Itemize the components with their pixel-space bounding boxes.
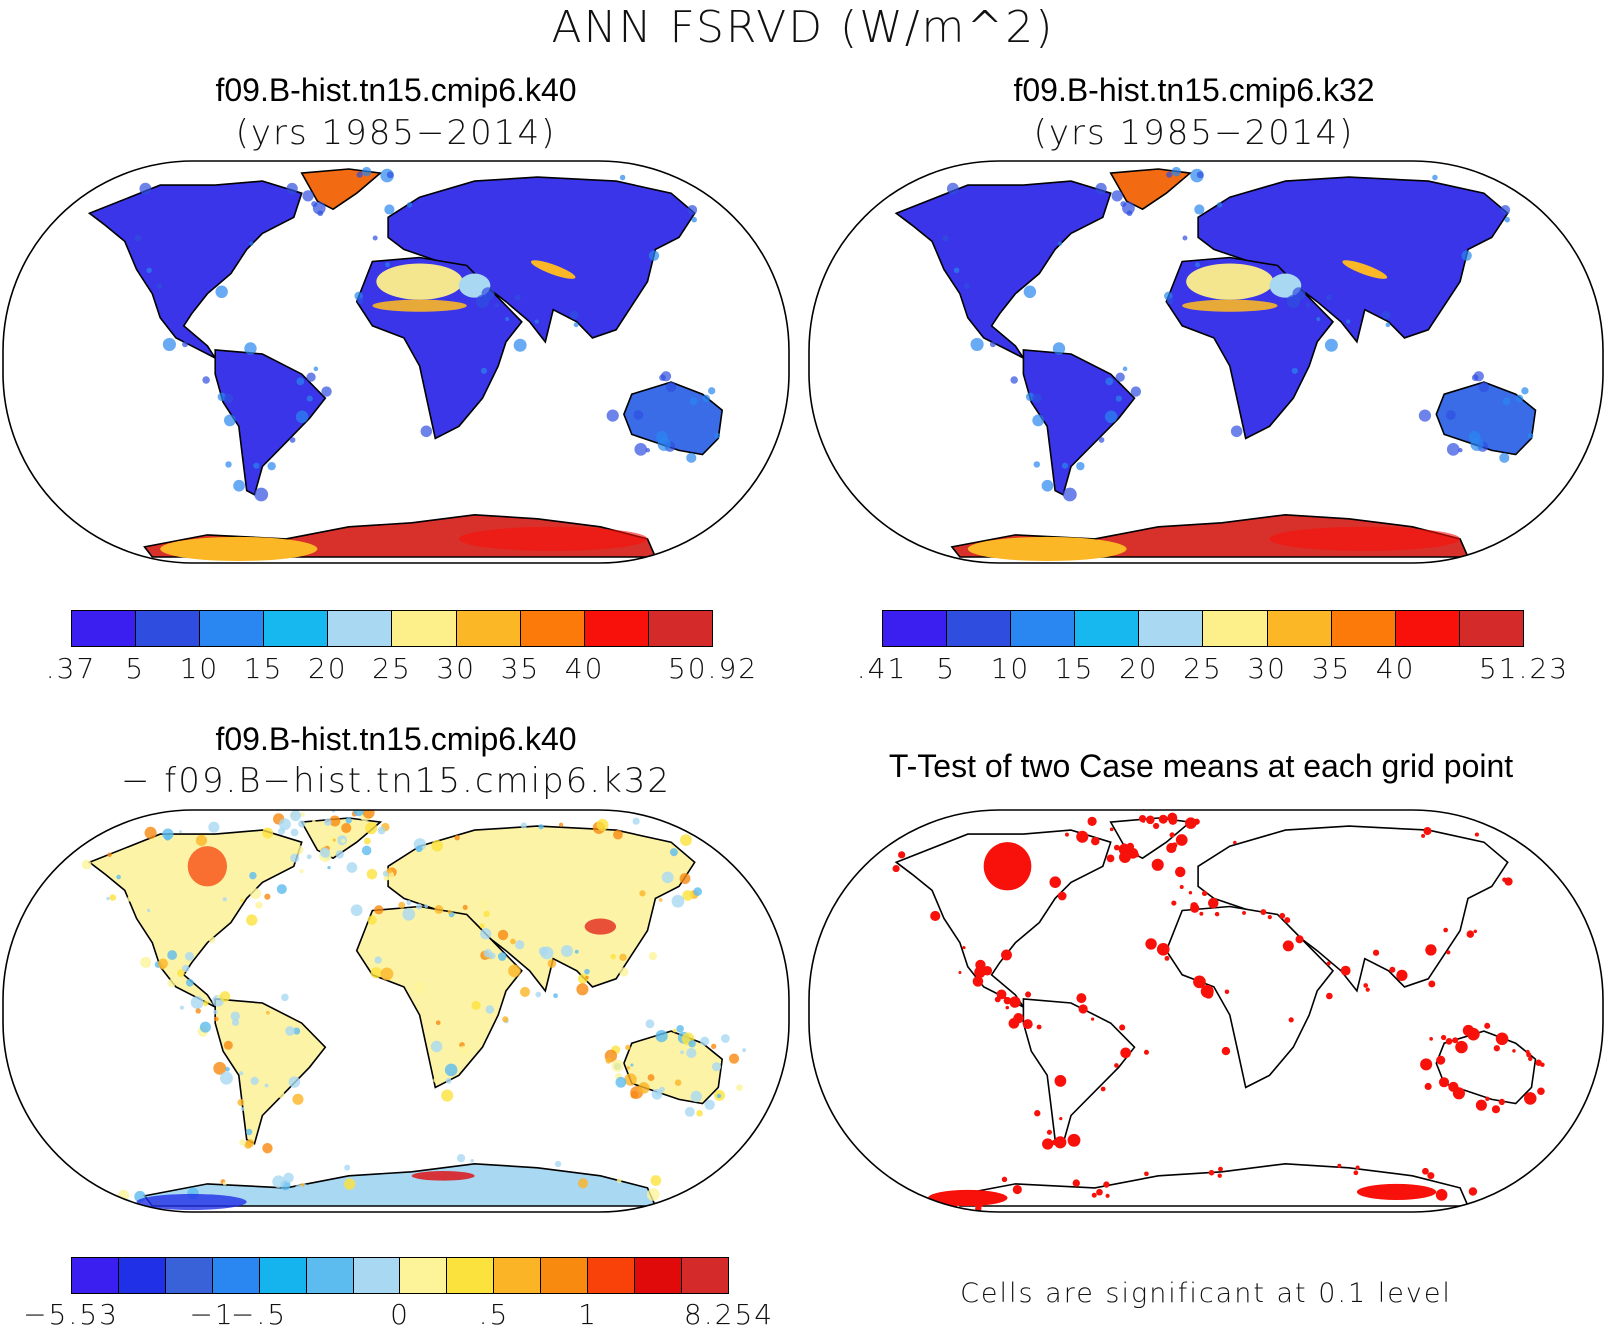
landmass-australia	[623, 381, 724, 456]
colorbar-cell	[259, 1258, 307, 1293]
landmass-australia	[1435, 381, 1537, 456]
landmass-northAmerica	[87, 180, 303, 361]
colorbar-cell	[456, 611, 521, 646]
colorbar-cell	[947, 611, 1012, 646]
colorbar-label: 25	[1183, 652, 1223, 685]
colorbar-label: −.5	[230, 1298, 288, 1331]
colorbar-cell	[635, 1258, 682, 1293]
colorbar-cell	[118, 1258, 166, 1293]
colorbar-label: 25	[372, 652, 412, 685]
colorbar-cell	[584, 611, 649, 646]
colorbar-cell	[1011, 611, 1076, 646]
colorbar-labels-diff: −5.53 −1 −.5 0 .5 1 8.254	[23, 1298, 772, 1334]
landmass-southAmerica	[1022, 998, 1136, 1145]
colorbar-diff	[71, 1257, 729, 1294]
landmass-greenland	[300, 168, 383, 211]
figure-title: ANN FSRVD (W/m^2)	[551, 2, 1055, 53]
colorbar-cell	[353, 1258, 401, 1293]
colorbar-cell	[200, 611, 265, 646]
colorbar-label: 20	[1118, 652, 1159, 685]
colorbar-cell	[648, 611, 712, 646]
landmass-southAmerica	[1022, 349, 1136, 496]
colorbar-cell	[883, 611, 948, 646]
colorbar-cell	[328, 611, 393, 646]
colorbar-cell	[1331, 611, 1396, 646]
colorbar-cell	[588, 1258, 636, 1293]
colorbar-label: 15	[243, 652, 284, 685]
colorbar-label: .5	[478, 1298, 510, 1331]
colorbar-label: −1	[189, 1298, 235, 1331]
map-case1	[2, 160, 790, 564]
colorbar-label: .41	[856, 652, 908, 685]
colorbar-labels-case1: .37 5 10 15 20 25 30 35 40 50.92	[46, 652, 756, 688]
colorbar-label: 50.92	[667, 652, 759, 685]
colorbar-cell	[1395, 611, 1460, 646]
colorbar-label: 15	[1054, 652, 1095, 685]
colorbar-labels-case2: .41 5 10 15 20 25 30 35 40 51.23	[857, 652, 1567, 688]
colorbar-cell	[136, 611, 201, 646]
panel-subtitle-diff: − f09.B−hist.tn15.cmip6.k32	[120, 761, 672, 801]
map-case2	[808, 160, 1604, 564]
landmass-antarctica	[950, 1162, 1470, 1207]
colorbar-case1	[71, 610, 713, 647]
colorbar-cell	[165, 1258, 213, 1293]
colorbar-cell	[72, 611, 137, 646]
panel-subtitle-case1: (yrs 1985−2014)	[235, 113, 557, 153]
colorbar-label: 30	[436, 652, 477, 685]
colorbar-label: 5	[125, 652, 146, 685]
colorbar-case2	[882, 610, 1524, 647]
colorbar-cell	[1075, 611, 1140, 646]
colorbar-cell	[400, 1258, 448, 1293]
panel-subtitle-case2: (yrs 1985−2014)	[1033, 113, 1355, 153]
significance-note: Cells are significant at 0.1 level	[960, 1278, 1452, 1309]
colorbar-cell	[681, 1258, 728, 1293]
panel-title-diff: f09.B-hist.tn15.cmip6.k40	[215, 721, 577, 757]
colorbar-label: 35	[1311, 652, 1352, 685]
colorbar-label: 20	[307, 652, 348, 685]
colorbar-label: 8.254	[683, 1298, 775, 1331]
colorbar-cell	[520, 611, 585, 646]
landmass-antarctica	[143, 1162, 657, 1207]
landmass-northAmerica	[894, 829, 1112, 1010]
colorbar-label: 51.23	[1478, 652, 1570, 685]
map-diff	[2, 809, 790, 1213]
colorbar-label: 0	[390, 1298, 410, 1331]
colorbar-label: 1	[578, 1298, 598, 1331]
colorbar-cell	[447, 1258, 495, 1293]
panel-title-ttest: T-Test of two Case means at each grid po…	[888, 748, 1514, 784]
colorbar-label: .37	[45, 652, 97, 685]
colorbar-cell	[264, 611, 329, 646]
colorbar-label: 10	[179, 652, 220, 685]
colorbar-cell	[212, 1258, 260, 1293]
colorbar-cell	[392, 611, 457, 646]
panel-title-case1: f09.B-hist.tn15.cmip6.k40	[215, 72, 577, 108]
colorbar-cell	[306, 1258, 354, 1293]
colorbar-label: −5.53	[23, 1298, 119, 1331]
colorbar-label: 5	[936, 652, 957, 685]
colorbar-label: 40	[1375, 652, 1416, 685]
colorbar-cell	[494, 1258, 542, 1293]
colorbar-cell	[72, 1258, 119, 1293]
panel-title-case2: f09.B-hist.tn15.cmip6.k32	[1013, 72, 1375, 108]
colorbar-cell	[1267, 611, 1332, 646]
colorbar-cell	[1139, 611, 1204, 646]
colorbar-label: 30	[1247, 652, 1288, 685]
map-ttest	[808, 809, 1604, 1213]
colorbar-cell	[541, 1258, 589, 1293]
colorbar-cell	[1459, 611, 1523, 646]
landmass-southAmerica	[214, 349, 327, 496]
colorbar-cell	[1203, 611, 1268, 646]
colorbar-label: 10	[990, 652, 1031, 685]
colorbar-label: 40	[564, 652, 605, 685]
landmass-greenland	[1109, 168, 1193, 211]
landmass-northAmerica	[894, 180, 1112, 361]
colorbar-label: 35	[500, 652, 541, 685]
